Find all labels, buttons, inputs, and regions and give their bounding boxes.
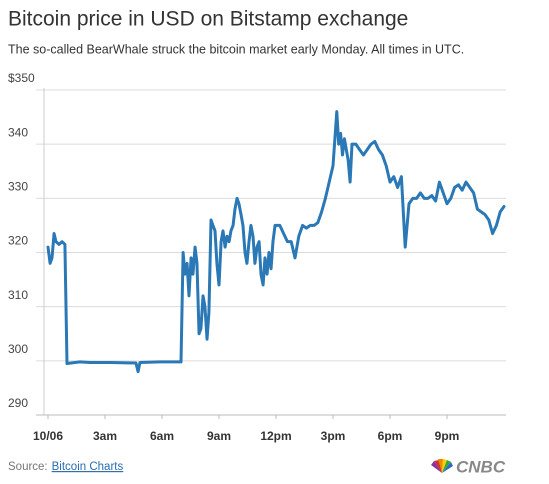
- x-tick-label: 6am: [150, 429, 174, 443]
- source-label: Source:: [8, 461, 48, 473]
- x-tick-label: 12pm: [260, 429, 291, 443]
- y-tick-label: 310: [8, 288, 28, 302]
- x-tick-label: 3pm: [321, 429, 346, 443]
- chart-subtitle: The so-called BearWhale struck the bitco…: [8, 42, 464, 56]
- source-link[interactable]: Bitcoin Charts: [52, 461, 124, 473]
- x-tick-label: 10/06: [33, 429, 63, 443]
- y-tick-label: 330: [8, 180, 28, 194]
- y-tick-label: $350: [8, 71, 35, 85]
- chart-title: Bitcoin price in USD on Bitstamp exchang…: [8, 8, 408, 31]
- y-tick-label: 340: [8, 125, 28, 139]
- x-tick-label: 3am: [93, 429, 117, 443]
- x-tick-label: 9pm: [435, 429, 460, 443]
- y-tick-label: 320: [8, 234, 28, 248]
- price-line: [46, 110, 506, 374]
- logo: CNBC: [456, 457, 506, 476]
- y-tick-label: 290: [8, 396, 28, 410]
- x-tick-label: 6pm: [378, 429, 403, 443]
- x-tick-label: 9am: [207, 429, 231, 443]
- logo-icon: [431, 459, 453, 473]
- y-tick-label: 300: [8, 342, 28, 356]
